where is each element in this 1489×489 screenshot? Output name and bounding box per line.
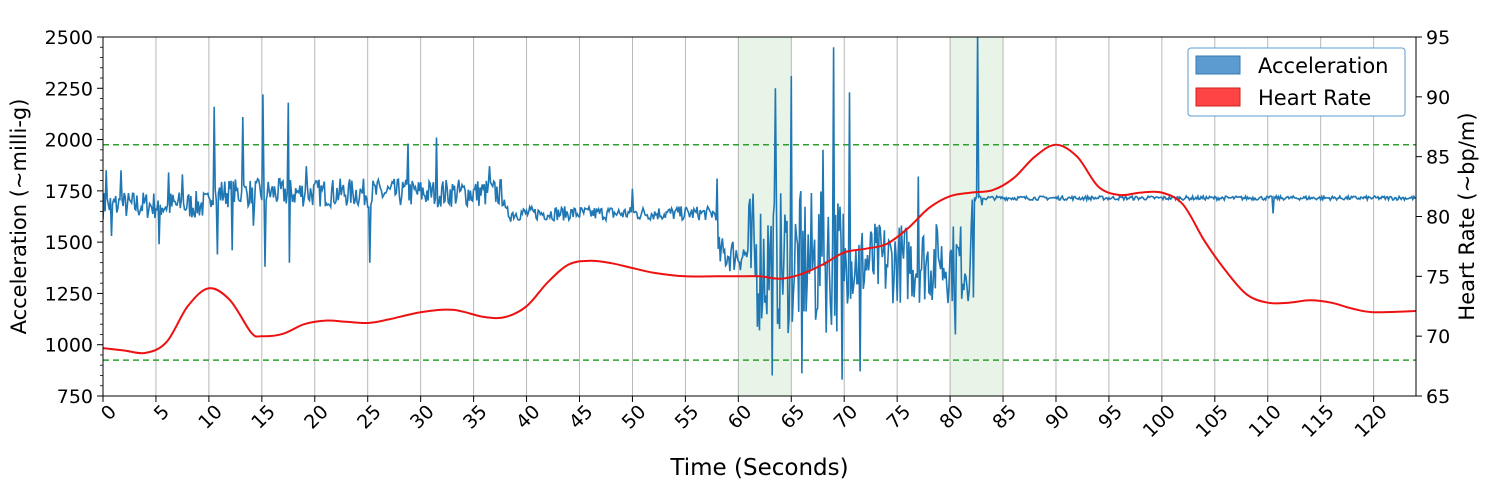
x-tick-label-40: 40 <box>512 401 545 434</box>
y-axis-left-label: Acceleration (~milli-g) <box>7 99 31 335</box>
x-tick-label-75: 75 <box>883 401 916 434</box>
y-right-tick-label-80: 80 <box>1426 207 1450 229</box>
legend-swatch-heart-rate <box>1195 87 1241 107</box>
y-left-tick-label-1250: 1250 <box>45 283 93 305</box>
heart-rate-series <box>103 143 1416 355</box>
x-tick-label-80: 80 <box>935 401 968 434</box>
acceleration-line <box>103 37 1416 380</box>
x-tick-label-70: 70 <box>830 401 863 434</box>
x-tick-label-15: 15 <box>247 401 280 434</box>
x-tick-label-110: 110 <box>1245 401 1286 442</box>
y-left-tick-label-2000: 2000 <box>45 130 93 152</box>
x-tick-label-35: 35 <box>459 401 492 434</box>
y-left-tick-label-1500: 1500 <box>45 232 93 254</box>
x-tick-label-55: 55 <box>671 401 704 434</box>
y-left-tick-label-2250: 2250 <box>45 78 93 100</box>
y-axis-right-label: Heart Rate (~bp/m) <box>1455 112 1479 320</box>
grid-lines <box>102 37 1375 396</box>
x-tick-label-100: 100 <box>1139 401 1180 442</box>
threshold-lines <box>103 143 1416 361</box>
y-right-tick-label-90: 90 <box>1426 87 1450 109</box>
legend-swatch-acceleration <box>1195 55 1241 75</box>
legend-label-heart-rate: Heart Rate <box>1258 86 1371 110</box>
y-left-tick-label-1000: 1000 <box>45 335 93 357</box>
x-tick-label-65: 65 <box>777 401 810 434</box>
shaded-region-0 <box>738 36 792 397</box>
x-tick-label-85: 85 <box>988 401 1021 434</box>
legend-box <box>1187 47 1406 117</box>
y-axis-left-ticks: 750 1000 1250 1500 1750 2000 2250 2500 <box>45 27 103 408</box>
y-right-tick-label-95: 95 <box>1426 27 1450 49</box>
x-tick-label-115: 115 <box>1298 401 1339 442</box>
x-tick-label-5: 5 <box>150 401 174 425</box>
y-right-tick-label-75: 75 <box>1426 266 1450 288</box>
x-tick-label-105: 105 <box>1192 401 1233 442</box>
y-left-tick-label-750: 750 <box>57 386 93 408</box>
x-tick-label-50: 50 <box>618 401 651 434</box>
y-right-tick-label-85: 85 <box>1426 147 1450 169</box>
x-tick-label-45: 45 <box>565 401 598 434</box>
x-tick-label-60: 60 <box>724 401 757 434</box>
x-tick-label-120: 120 <box>1350 401 1391 442</box>
heart-rate-line <box>103 143 1416 355</box>
x-tick-label-30: 30 <box>406 401 439 434</box>
y-left-tick-label-2500: 2500 <box>45 27 93 49</box>
legend-label-acceleration: Acceleration <box>1258 54 1389 78</box>
y-right-tick-label-70: 70 <box>1426 326 1450 348</box>
x-tick-label-10: 10 <box>194 401 227 434</box>
x-tick-label-0: 0 <box>97 401 121 425</box>
x-axis-label: Time (Seconds) <box>669 455 848 481</box>
x-tick-label-25: 25 <box>353 401 386 434</box>
y-axis-right-ticks: 65 70 75 80 85 90 95 <box>1416 27 1450 408</box>
x-axis-ticks: 0 5 10 15 20 25 30 35 40 45 50 55 60 65 70 75 80 85 90 95 10… <box>97 396 1392 442</box>
x-tick-label-20: 20 <box>300 401 333 434</box>
x-tick-label-90: 90 <box>1041 401 1074 434</box>
y-right-tick-label-65: 65 <box>1426 386 1450 408</box>
acceleration-series <box>103 37 1416 380</box>
shaded-regions <box>738 36 1004 397</box>
legend: Acceleration Heart Rate <box>1187 47 1406 117</box>
y-left-tick-label-1750: 1750 <box>45 181 93 203</box>
x-tick-label-95: 95 <box>1094 401 1127 434</box>
